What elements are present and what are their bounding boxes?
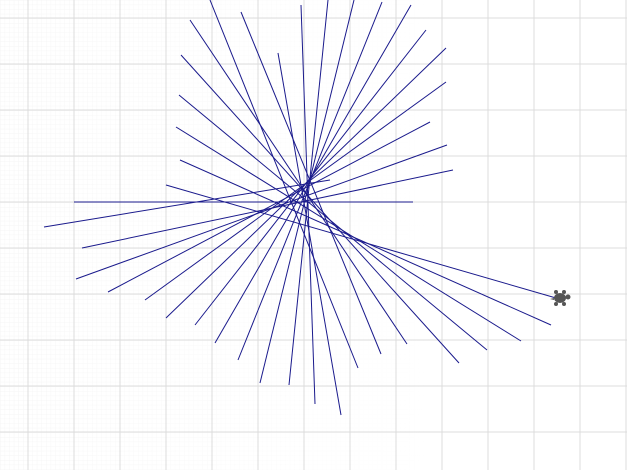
turtle-line — [194, 29, 427, 326]
turtle-line — [300, 4, 316, 405]
turtle-line — [75, 144, 448, 280]
turtle-line — [165, 184, 557, 299]
turtle-line — [43, 179, 331, 228]
turtle — [550, 290, 571, 306]
turtle-line — [107, 121, 431, 293]
turtle-line — [81, 169, 454, 249]
turtle-line — [259, 0, 355, 384]
turtle-line — [180, 54, 460, 364]
turtle-line — [175, 126, 522, 342]
turtle-lines — [43, 0, 557, 416]
turtle-line — [189, 19, 408, 345]
turtle-line — [209, 0, 359, 369]
turtle-line — [288, 0, 329, 386]
turtle-line — [178, 94, 488, 351]
turtle-line — [144, 81, 447, 301]
